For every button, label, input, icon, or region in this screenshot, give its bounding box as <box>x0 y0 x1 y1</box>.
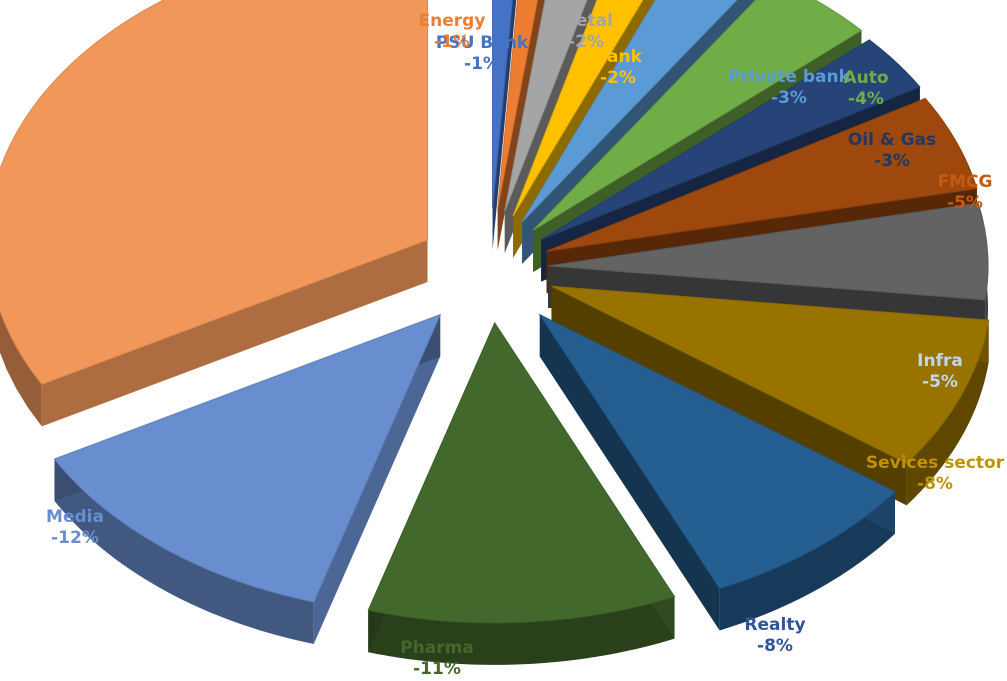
slice-label-sevices-sector: Sevices sector -8% <box>866 453 1005 494</box>
pie-slice-wall-it <box>41 239 428 427</box>
pie-slices <box>0 0 990 665</box>
slice-label-value: -4% <box>848 89 884 109</box>
slice-label-energy: Energy -1% <box>419 11 486 52</box>
slice-label-pharma: Pharma -11% <box>400 638 474 679</box>
slice-label-realty: Realty -8% <box>744 615 805 656</box>
slice-label-name: FMCG <box>938 172 993 192</box>
slice-label-value: -2% <box>568 32 604 52</box>
pie-slice-top-bank <box>512 0 644 217</box>
pie-slice-side-sevices-sector <box>906 320 989 506</box>
slice-label-value: -3% <box>874 151 910 171</box>
slice-label-fmcg: FMCG -5% <box>938 172 993 213</box>
pie-slice-top-auto <box>532 0 863 231</box>
pie-slice-top-private-bank <box>521 0 738 223</box>
slice-label-oil-gas: Oil & Gas -3% <box>848 130 936 171</box>
slice-label-it: IT -32% <box>136 115 184 156</box>
slice-label-value: -3% <box>771 88 807 108</box>
slice-label-value: -11% <box>413 659 461 679</box>
pie-slice-top-it <box>0 0 429 385</box>
slice-label-value: -8% <box>917 474 953 494</box>
pie-slice-metal <box>504 0 604 254</box>
slice-label-value: -2% <box>600 68 636 88</box>
pie-slice-side-realty <box>719 491 895 631</box>
pie-slice-media <box>53 313 442 644</box>
slice-label-value: -5% <box>947 193 983 213</box>
slice-label-name: Infra <box>917 351 963 371</box>
slice-label-name: Pharma <box>400 638 474 658</box>
pie-slice-top-sevices-sector <box>551 285 990 464</box>
slice-label-name: Oil & Gas <box>848 130 936 150</box>
pie-slice-wall-sevices-sector <box>551 286 907 506</box>
pie-slice-top-fmcg <box>546 97 978 252</box>
slice-label-infra: Infra -5% <box>917 351 963 392</box>
slice-label-value: -32% <box>136 136 184 156</box>
pie-slice-sevices-sector <box>551 285 990 506</box>
pie-slice-side-pharma <box>368 596 675 665</box>
pie-slice-top-pharma <box>367 321 676 624</box>
slice-label-name: Metal <box>559 11 613 31</box>
slice-label-value: -1% <box>464 54 500 74</box>
pie-slice-it <box>0 0 429 427</box>
slice-label-name: Realty <box>744 615 805 635</box>
slice-label-name: Media <box>46 507 104 527</box>
pie-slice-wall-realty <box>539 314 720 631</box>
slice-label-name: Private bank <box>728 67 851 87</box>
pie-slice-psu-bank <box>492 0 517 251</box>
slice-label-name: Energy <box>419 11 486 31</box>
slice-label-name: Auto <box>843 68 888 88</box>
pie-slice-realty <box>538 313 896 631</box>
slice-label-media: Media -12% <box>46 507 104 548</box>
pie-slice-top-realty <box>538 313 896 590</box>
pie-slice-top-energy <box>497 0 538 209</box>
slice-label-value: -1% <box>434 32 470 52</box>
pie-slice-pharma <box>367 321 676 665</box>
slice-label-name: Sevices sector <box>866 453 1005 473</box>
slice-label-bank: Bank -2% <box>594 47 643 88</box>
slice-label-name: IT <box>151 115 169 135</box>
pie-slice-side-media <box>54 459 314 644</box>
slice-label-value: -5% <box>922 372 958 392</box>
pie-labels: PSU Bank -1%Energy -1%Metal -2%Bank -2% Priva… <box>46 11 1005 679</box>
pie-slice-top-metal <box>504 0 588 212</box>
pie-slice-wall-media <box>313 314 441 644</box>
slice-label-name: Bank <box>594 47 643 67</box>
pie-slice-top-oil-gas <box>540 39 921 241</box>
pie-slice-top-infra <box>547 202 989 301</box>
slice-label-name: PSU Bank <box>436 33 529 53</box>
pie-slice-top-psu-bank <box>492 0 513 209</box>
slice-label-value: -8% <box>757 636 793 656</box>
slice-label-auto: Auto -4% <box>843 68 888 109</box>
slice-label-private-bank: Private bank -3% <box>728 67 851 108</box>
pie-slice-top-media <box>53 313 442 603</box>
slice-label-psu-bank: PSU Bank -1% <box>436 33 529 74</box>
slice-label-metal: Metal -2% <box>559 11 613 52</box>
slice-label-value: -12% <box>51 528 99 548</box>
